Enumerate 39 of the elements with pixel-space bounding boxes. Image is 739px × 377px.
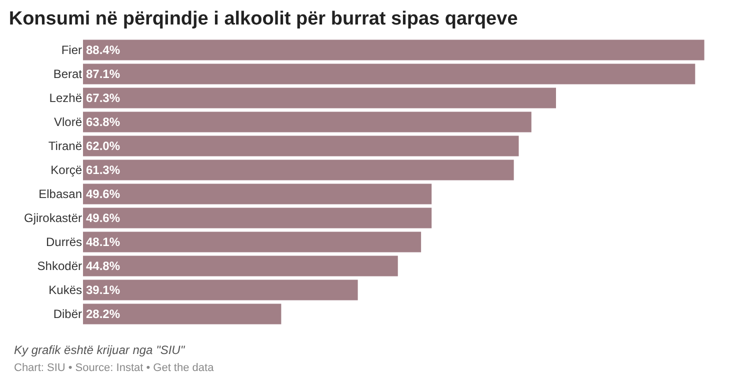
data-label: 61.3%: [86, 163, 120, 177]
bar: [83, 208, 432, 228]
bar: [83, 256, 398, 276]
bar: [83, 184, 432, 204]
data-label: 67.3%: [86, 91, 120, 105]
bar: [83, 64, 696, 84]
data-label: 49.6%: [86, 187, 120, 201]
y-tick-label: Vlorë: [54, 115, 82, 130]
bar: [83, 160, 514, 180]
data-label: 63.8%: [86, 115, 120, 129]
y-tick-label: Gjirokastër: [24, 211, 82, 226]
bar: [83, 40, 704, 60]
bar: [83, 304, 282, 324]
data-label: 49.6%: [86, 211, 120, 225]
text: Chart: SIU • Source: Instat • Get the data: [14, 362, 215, 374]
data-label: 88.4%: [86, 43, 120, 57]
y-tick-label: Lezhë: [49, 91, 82, 106]
y-tick-label: Dibër: [53, 307, 82, 322]
y-tick-label: Durrës: [46, 235, 82, 250]
bar: [83, 136, 519, 156]
data-label: 44.8%: [86, 259, 120, 273]
data-label: 39.1%: [86, 283, 120, 297]
y-tick-label: Tiranë: [48, 139, 82, 154]
y-tick-label: Kukës: [48, 283, 82, 298]
data-label: 48.1%: [86, 235, 120, 249]
y-tick-label: Korçë: [50, 163, 82, 178]
y-tick-label: Elbasan: [38, 187, 82, 202]
bar: [83, 112, 532, 132]
y-tick-label: Berat: [53, 67, 83, 82]
data-label: 28.2%: [86, 307, 120, 321]
bar: [83, 88, 556, 108]
y-tick-label: Shkodër: [37, 259, 82, 274]
bar: [83, 280, 358, 300]
data-label: 87.1%: [86, 67, 120, 81]
data-label: 62.0%: [86, 139, 120, 153]
text: Ky grafik është krijuar nga "SIU": [14, 343, 186, 357]
bar: [83, 232, 422, 252]
y-tick-label: Fier: [61, 43, 82, 58]
chart-title: Konsumi në përqindje i alkoolit për burrat sipas qarqeve: [8, 8, 518, 30]
